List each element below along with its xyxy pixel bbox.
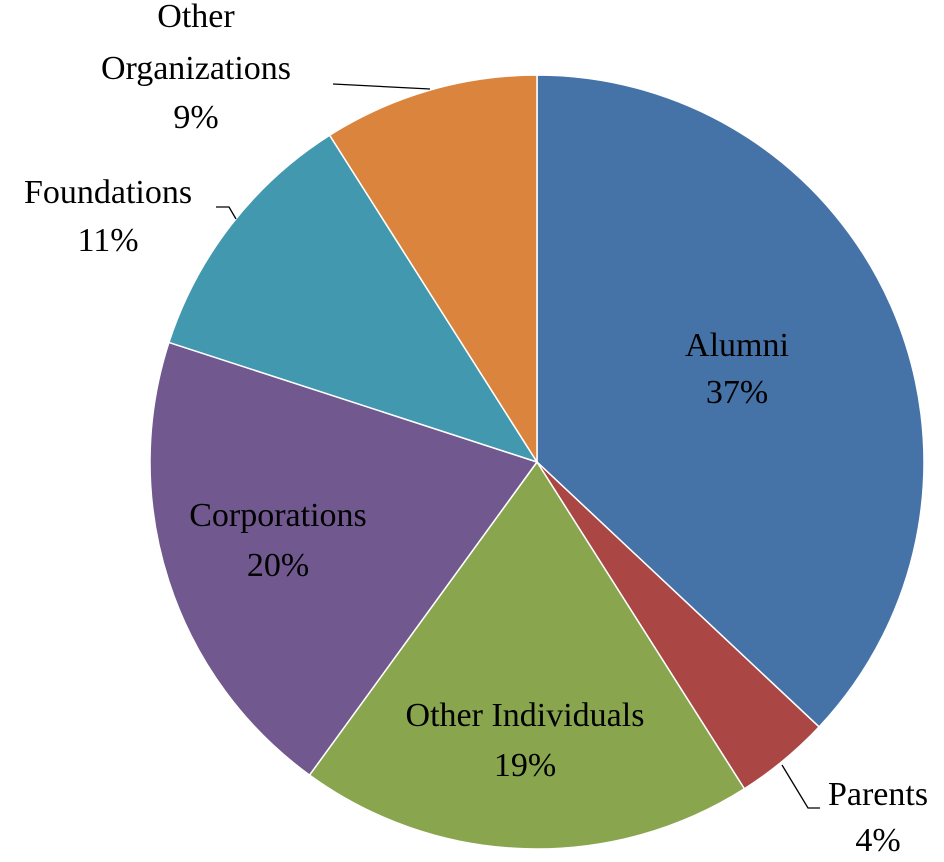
pie-slice xyxy=(149,341,539,777)
slice-label: Parents xyxy=(828,776,928,813)
slice-label: Other Organizations xyxy=(101,0,291,87)
pie-slice xyxy=(536,74,925,728)
leader-line xyxy=(332,83,431,90)
slice-value-label: 9% xyxy=(173,99,218,136)
slice-label: Foundations xyxy=(24,174,192,211)
slice-label: Other Individuals xyxy=(406,697,645,734)
slice-value-label: 11% xyxy=(77,222,138,259)
pie-slice xyxy=(308,460,746,850)
slice-value-label: 4% xyxy=(855,822,900,859)
slice-label: Corporations xyxy=(189,497,367,534)
labels: Alumni 37% Parents 4% Other Individuals 19% Co… xyxy=(24,0,928,859)
leader-line xyxy=(216,206,237,220)
slices xyxy=(149,74,925,850)
slice-value-label: 37% xyxy=(706,374,768,411)
slice-label: Alumni xyxy=(685,327,789,364)
slice-value-label: 20% xyxy=(247,547,309,584)
slice-value-label: 19% xyxy=(494,747,556,784)
pie-slice xyxy=(167,134,539,464)
leader-line xyxy=(781,764,820,809)
pie-slice xyxy=(328,74,538,465)
